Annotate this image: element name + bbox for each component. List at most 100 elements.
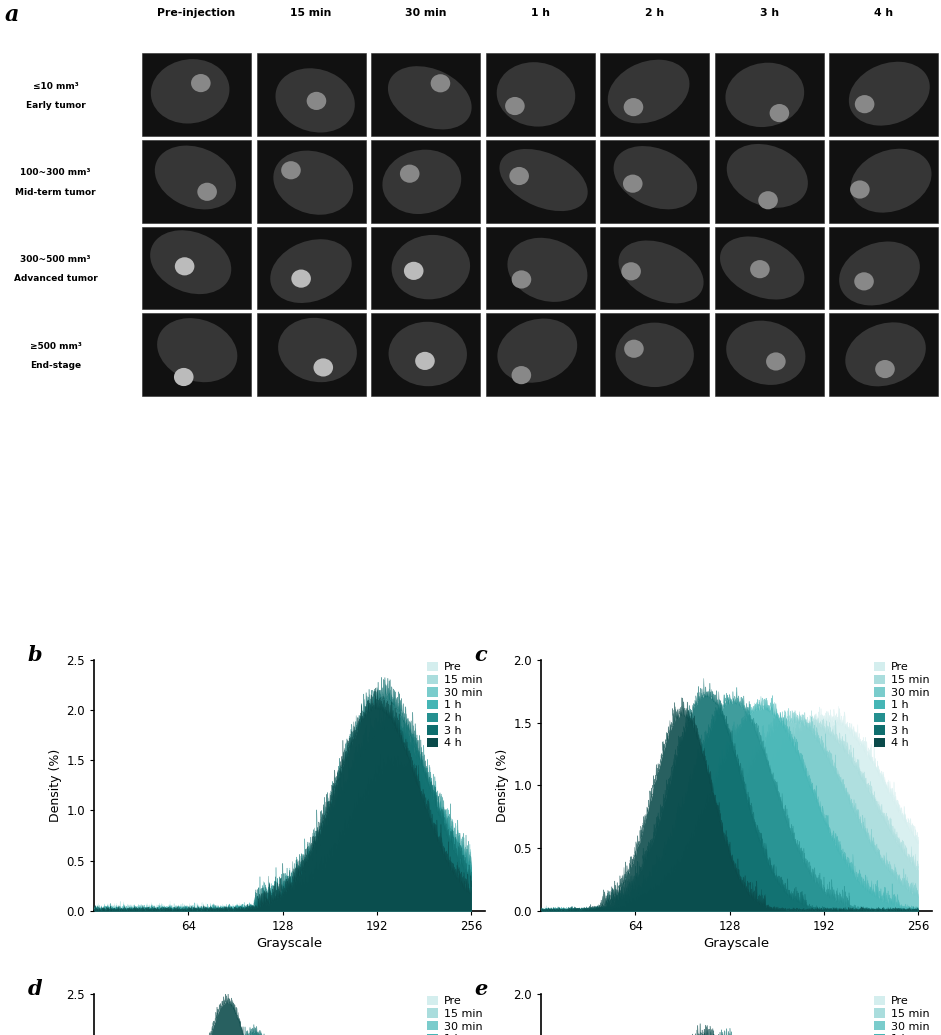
Bar [371,227,480,309]
Text: d: d [27,978,42,999]
Ellipse shape [623,175,643,193]
Bar [142,227,251,309]
Ellipse shape [766,352,786,371]
Ellipse shape [292,269,311,288]
Ellipse shape [854,272,874,291]
Text: 300~500 mm³: 300~500 mm³ [21,255,91,264]
Bar [486,314,595,395]
Ellipse shape [157,318,237,382]
Ellipse shape [500,149,588,211]
Legend: Pre, 15 min, 30 min, 1 h, 2 h, 3 h, 4 h: Pre, 15 min, 30 min, 1 h, 2 h, 3 h, 4 h [426,661,484,749]
Ellipse shape [175,258,195,275]
Legend: Pre, 15 min, 30 min, 1 h, 2 h, 3 h, 4 h: Pre, 15 min, 30 min, 1 h, 2 h, 3 h, 4 h [426,995,484,1035]
Text: 100~300 mm³: 100~300 mm³ [21,169,91,177]
Ellipse shape [849,62,930,125]
Ellipse shape [845,322,926,386]
Text: Early tumor: Early tumor [25,101,86,110]
Bar [257,314,365,395]
Ellipse shape [615,323,694,387]
Bar [486,54,595,136]
Text: 1 h: 1 h [531,8,550,18]
Ellipse shape [431,75,450,92]
Bar [257,140,365,223]
Text: 4 h: 4 h [874,8,893,18]
Text: Advanced tumor: Advanced tumor [14,274,98,284]
Bar [829,140,938,223]
Bar [829,54,938,136]
Bar [142,54,251,136]
X-axis label: Grayscale: Grayscale [256,937,323,950]
Ellipse shape [726,144,808,208]
Legend: Pre, 15 min, 30 min, 1 h, 2 h, 3 h, 4 h: Pre, 15 min, 30 min, 1 h, 2 h, 3 h, 4 h [873,995,931,1035]
Bar [715,227,823,309]
Ellipse shape [505,97,525,115]
Text: ≥500 mm³: ≥500 mm³ [30,342,82,351]
Ellipse shape [151,230,231,294]
Ellipse shape [388,66,471,129]
Text: 2 h: 2 h [646,8,664,18]
Ellipse shape [851,149,932,212]
Bar [486,140,595,223]
Ellipse shape [151,59,230,123]
Ellipse shape [624,339,644,358]
Bar [600,54,710,136]
Text: 30 min: 30 min [405,8,446,18]
Bar [486,227,595,309]
Ellipse shape [850,180,869,199]
Text: 3 h: 3 h [759,8,779,18]
Text: Pre-injection: Pre-injection [157,8,235,18]
Ellipse shape [726,63,805,127]
Text: a: a [5,4,19,26]
Ellipse shape [621,262,641,280]
Text: c: c [474,645,487,664]
Ellipse shape [389,322,467,386]
Ellipse shape [507,238,587,302]
Ellipse shape [382,150,461,214]
Ellipse shape [750,260,770,278]
Ellipse shape [313,358,333,377]
Ellipse shape [307,92,327,110]
Y-axis label: Density (%): Density (%) [49,748,62,822]
Ellipse shape [415,352,435,369]
Bar [257,227,365,309]
Ellipse shape [497,62,575,126]
Y-axis label: Density (%): Density (%) [496,748,509,822]
Ellipse shape [400,165,420,183]
Ellipse shape [770,104,789,122]
Ellipse shape [498,319,577,383]
Ellipse shape [854,95,874,113]
Ellipse shape [614,146,697,209]
Ellipse shape [174,367,194,386]
Bar [371,140,480,223]
Ellipse shape [512,366,531,384]
Ellipse shape [618,240,704,303]
Bar [829,227,938,309]
Ellipse shape [281,161,301,179]
Ellipse shape [512,270,532,289]
Ellipse shape [624,98,644,116]
Legend: Pre, 15 min, 30 min, 1 h, 2 h, 3 h, 4 h: Pre, 15 min, 30 min, 1 h, 2 h, 3 h, 4 h [873,661,931,749]
Ellipse shape [391,235,470,299]
Ellipse shape [608,60,690,123]
Bar [371,54,480,136]
Ellipse shape [273,151,353,214]
Ellipse shape [191,73,211,92]
Ellipse shape [154,146,236,209]
Ellipse shape [404,262,423,279]
Ellipse shape [279,318,357,382]
Bar [715,54,823,136]
Bar [600,227,710,309]
Text: 15 min: 15 min [291,8,332,18]
Text: b: b [27,645,42,664]
Bar [257,54,365,136]
Ellipse shape [198,183,217,201]
Bar [715,314,823,395]
Text: e: e [474,978,488,999]
Bar [142,314,251,395]
Bar [829,314,938,395]
X-axis label: Grayscale: Grayscale [703,937,770,950]
Bar [600,140,710,223]
Ellipse shape [839,241,920,305]
Bar [600,314,710,395]
Ellipse shape [758,191,778,209]
